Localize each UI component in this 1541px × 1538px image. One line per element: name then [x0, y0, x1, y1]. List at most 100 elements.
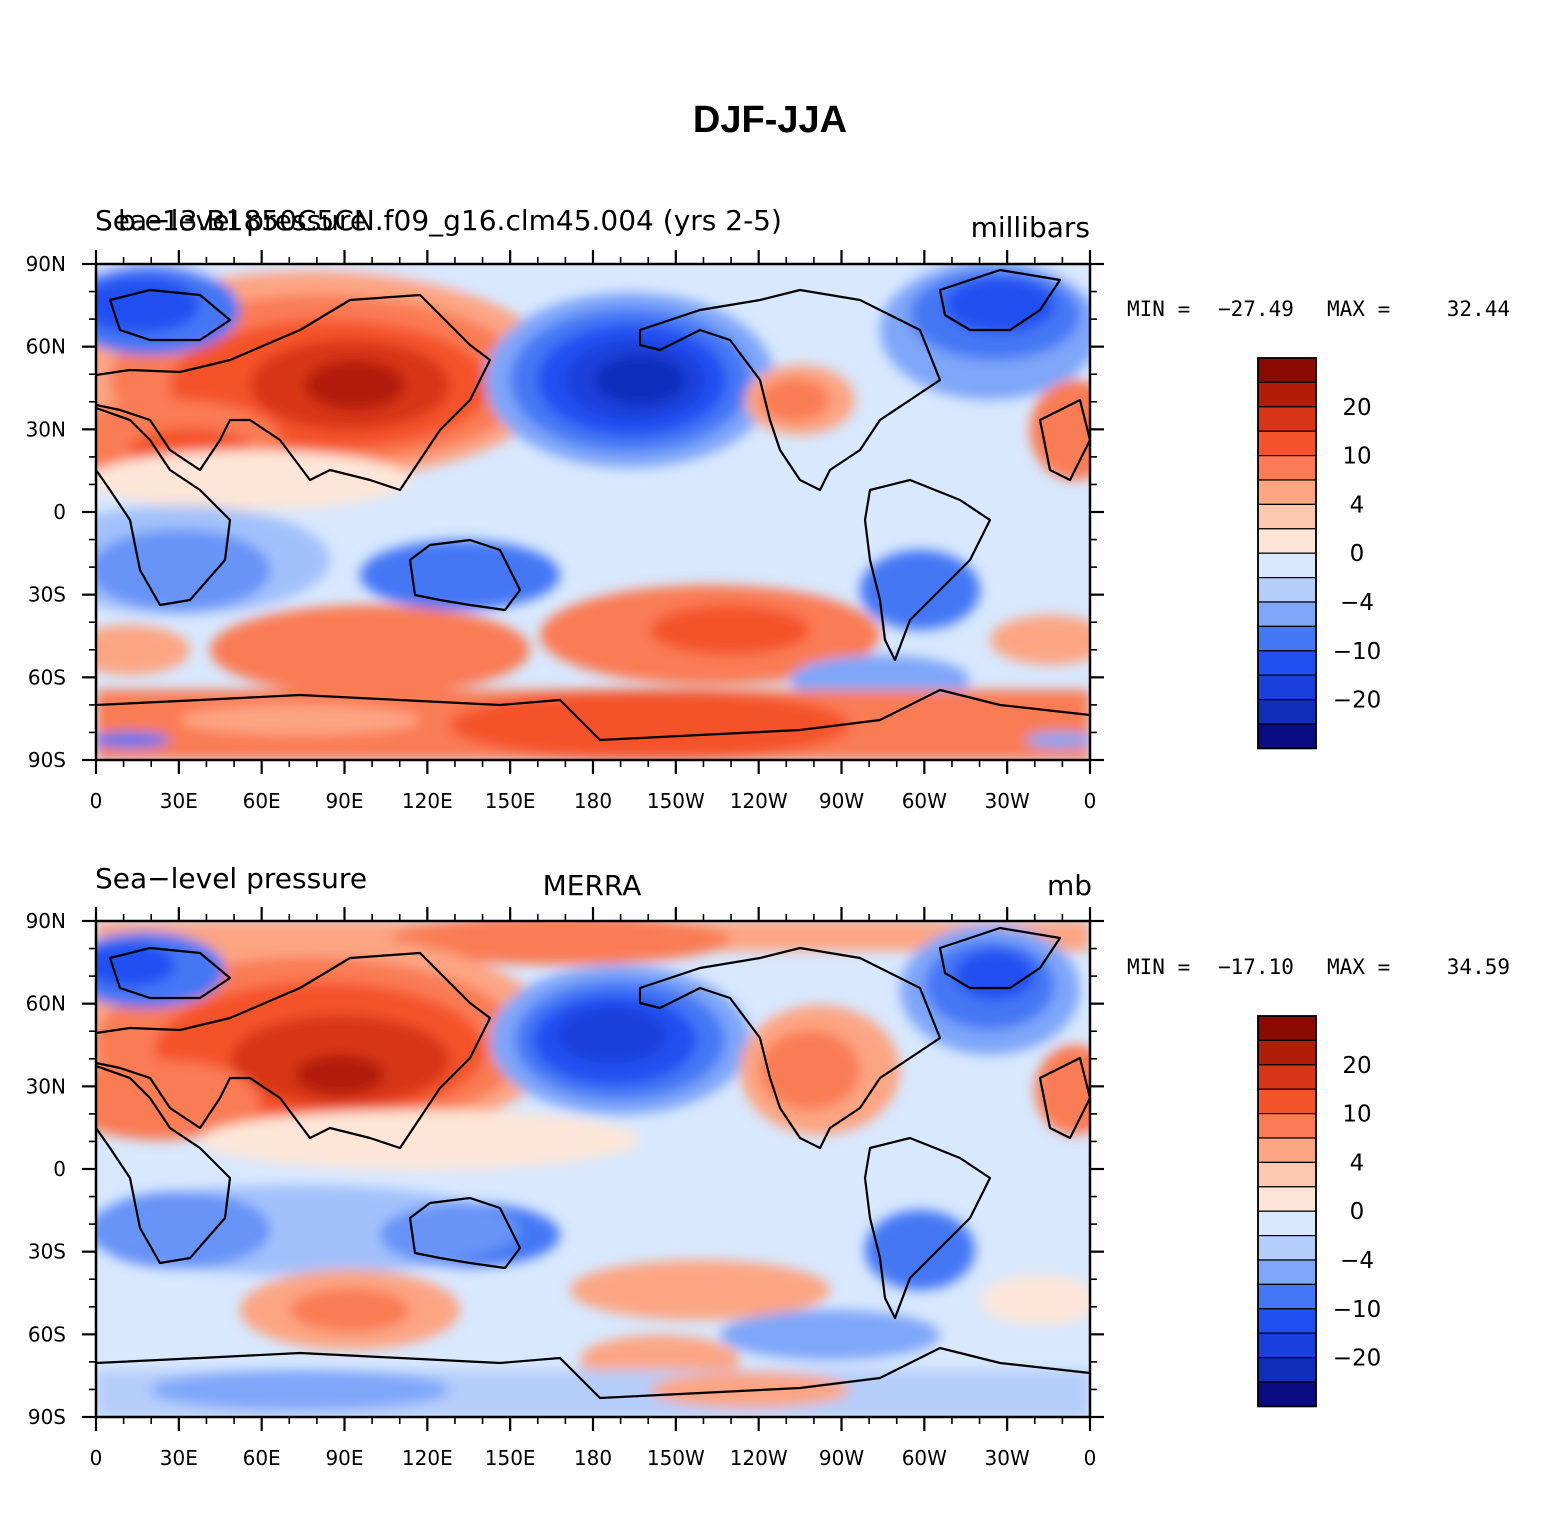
panel-2-colorbar: 20 10 4 0 −4 −10 −20 — [1257, 1015, 1382, 1408]
panel-1-lat-labels: 90N 60N 30N 0 30S 60S 90S — [26, 252, 66, 772]
colorbar-label: −20 — [1333, 1346, 1382, 1372]
colorbar-swatch — [1257, 1015, 1317, 1041]
lon-label: 0 — [90, 789, 103, 813]
colorbar-swatch — [1257, 406, 1317, 432]
lon-label: 180 — [574, 1446, 612, 1470]
lon-label: 150W — [647, 789, 705, 813]
panel-1-min-value: −27.49 — [1218, 297, 1294, 321]
lat-label: 30S — [28, 583, 66, 607]
colorbar-swatch — [1257, 1161, 1317, 1188]
colorbar-swatch — [1257, 601, 1317, 627]
colorbar-swatch — [1257, 1039, 1317, 1066]
lon-label: 120E — [402, 789, 453, 813]
colorbar-swatch — [1257, 576, 1317, 603]
lat-label: 60N — [26, 992, 66, 1016]
colorbar-swatch — [1257, 625, 1317, 652]
lon-label: 120W — [730, 789, 788, 813]
panel-1-minmax: MIN = −27.49 MAX = 32.44 — [1127, 297, 1510, 321]
lon-label: 30W — [985, 789, 1030, 813]
colorbar-swatch — [1257, 698, 1317, 725]
lon-label: 150W — [647, 1446, 705, 1470]
lat-label: 90S — [28, 748, 66, 772]
panel-1: Sea−level pressure b.e13.B1850C5CN.f09_g… — [26, 204, 1510, 813]
colorbar-swatch — [1257, 1088, 1317, 1115]
colorbar-swatch — [1257, 455, 1317, 481]
lon-label: 90W — [819, 1446, 864, 1470]
panel-1-lon-labels: 0 30E 60E 90E 120E 150E 180 150W 120W 90W 60W 30W 0 — [90, 789, 1097, 813]
lon-label: 60E — [243, 789, 281, 813]
panel-2-lat-labels: 90N 60N 30N 0 30S 60S 90S — [26, 909, 66, 1429]
colorbar-swatch — [1257, 381, 1317, 408]
lon-label: 30W — [985, 1446, 1030, 1470]
lat-label: 90N — [26, 252, 66, 276]
figure-title: DJF-JJA — [693, 99, 847, 141]
lon-label: 60E — [243, 1446, 281, 1470]
colorbar-swatch — [1257, 430, 1317, 457]
panel-1-left-title: Sea−level pressure — [95, 204, 367, 237]
colorbar-label: 10 — [1342, 1102, 1371, 1128]
lon-label: 90E — [325, 1446, 363, 1470]
lon-label: 180 — [574, 789, 612, 813]
panel-2-max-value: 34.59 — [1447, 955, 1510, 979]
lon-label: 90W — [819, 789, 864, 813]
lat-label: 30N — [26, 1074, 66, 1098]
lat-label: 90S — [28, 1405, 66, 1429]
colorbar-label: −4 — [1340, 1248, 1374, 1274]
panel-2-map — [96, 921, 1090, 1417]
panel-1-min-label: MIN = — [1127, 297, 1190, 321]
lon-label: 90E — [325, 789, 363, 813]
colorbar-frame — [1257, 357, 1317, 750]
colorbar-swatch — [1257, 1064, 1317, 1090]
lon-label: 120E — [402, 1446, 453, 1470]
panel-1-colorbar: 20 10 4 0 −4 −10 −20 — [1257, 357, 1382, 750]
lat-label: 0 — [53, 500, 66, 524]
colorbar-label: 0 — [1350, 1199, 1365, 1225]
lon-label: 30E — [160, 1446, 198, 1470]
colorbar-swatch — [1257, 1234, 1317, 1261]
colorbar-swatch — [1257, 1137, 1317, 1163]
lon-label: 60W — [902, 1446, 947, 1470]
lon-label: 60W — [902, 789, 947, 813]
panel-2-units: mb — [1047, 869, 1092, 902]
panel-2-left-title: Sea−level pressure — [95, 862, 367, 895]
colorbar-swatch — [1257, 552, 1317, 579]
colorbar-frame — [1257, 1015, 1317, 1408]
panel-2-center-title: MERRA — [543, 869, 642, 902]
lat-label: 30S — [28, 1240, 66, 1264]
panel-2-axis-ticks — [82, 907, 1104, 1431]
panel-1-center-title: b.e13.B1850C5CN.f09_g16.clm45.004 (yrs 2… — [118, 204, 782, 237]
colorbar-swatch — [1257, 723, 1317, 749]
colorbar-swatch — [1257, 357, 1317, 383]
lon-label: 150E — [485, 789, 536, 813]
colorbar-swatch — [1257, 528, 1317, 554]
colorbar-swatch — [1257, 1332, 1317, 1359]
colorbar-swatch — [1257, 1210, 1317, 1237]
panel-2-min-value: −17.10 — [1218, 955, 1294, 979]
lat-label: 0 — [53, 1157, 66, 1181]
colorbar-label: 20 — [1342, 1053, 1371, 1079]
colorbar-swatch — [1257, 1308, 1317, 1334]
panel-2-minmax: MIN = −17.10 MAX = 34.59 — [1127, 955, 1510, 979]
panel-1-max-value: 32.44 — [1447, 297, 1510, 321]
colorbar-swatch — [1257, 1112, 1317, 1139]
lon-label: 0 — [1084, 1446, 1097, 1470]
colorbar-swatch — [1257, 650, 1317, 676]
colorbar-swatch — [1257, 1381, 1317, 1407]
lon-label: 0 — [1084, 789, 1097, 813]
lon-label: 120W — [730, 1446, 788, 1470]
colorbar-label: −20 — [1333, 688, 1382, 714]
colorbar-swatch — [1257, 1283, 1317, 1310]
colorbar-label: 10 — [1342, 444, 1371, 470]
colorbar-swatch — [1257, 1186, 1317, 1212]
lat-label: 90N — [26, 909, 66, 933]
lat-label: 30N — [26, 417, 66, 441]
colorbar-swatch — [1257, 1259, 1317, 1285]
panel-2: Sea−level pressure MERRA mb — [26, 862, 1510, 1470]
lat-label: 60S — [28, 665, 66, 689]
lat-label: 60S — [28, 1322, 66, 1346]
colorbar-label: −4 — [1340, 590, 1374, 616]
panel-2-min-label: MIN = — [1127, 955, 1190, 979]
colorbar-label: 20 — [1342, 395, 1371, 421]
colorbar-label: 4 — [1350, 1150, 1365, 1176]
